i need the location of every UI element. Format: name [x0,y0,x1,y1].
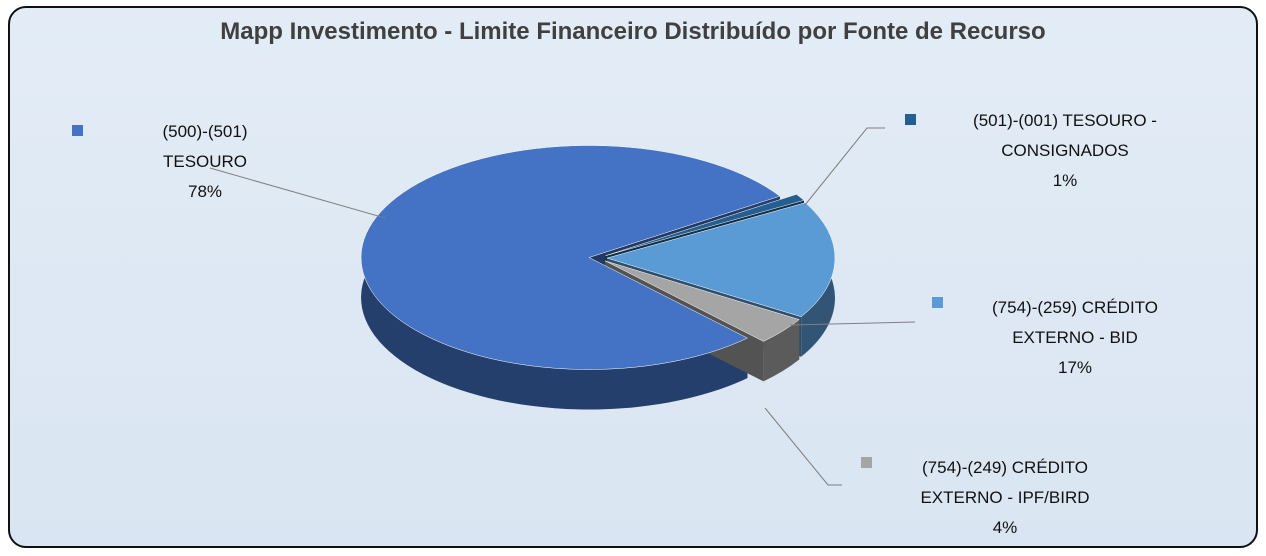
slice [606,202,836,318]
legend-marker [861,457,872,468]
category-label: (754)-(259) CRÉDITO EXTERNO - BID [992,298,1158,347]
leader-line [789,321,916,326]
legend-marker [72,125,83,136]
slice-side [763,319,800,382]
slice [360,145,781,370]
chart-title: Mapp Investimento - Limite Financeiro Di… [220,18,1046,45]
leader-line [209,167,386,219]
data-label: 4% [992,518,1018,537]
slice [605,194,805,256]
data-label: 1% [1052,171,1078,190]
leader-line [764,407,842,486]
category-label: (501)-(001) TESOURO - CONSIGNADOS [973,111,1157,160]
legend-marker [905,114,916,125]
category-label: (754)-(249) CRÉDITO EXTERNO - IPF/BIRD [920,458,1090,507]
data-label: 17% [1057,358,1093,377]
leader-line [804,127,885,206]
category-label: (500)-(501) TESOURO [162,122,248,171]
data-label: 78% [187,182,223,201]
slice [604,260,800,342]
legend-marker [932,297,943,308]
